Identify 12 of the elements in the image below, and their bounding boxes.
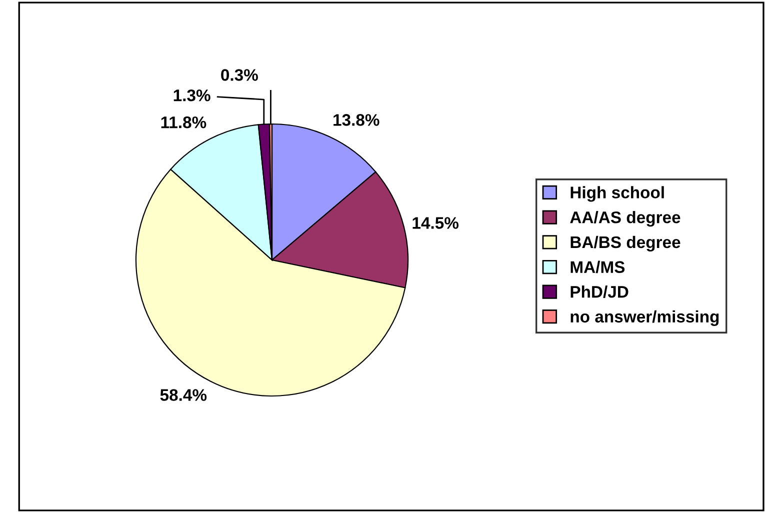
data-label: 11.8% — [161, 116, 206, 128]
legend-label: AA/AS degree — [570, 211, 680, 227]
data-label: 0.3% — [221, 69, 258, 81]
legend-label: no answer/missing — [570, 310, 719, 326]
data-label: 13.8% — [334, 114, 380, 126]
legend-label: MA/MS — [570, 260, 625, 274]
data-label: 58.4% — [160, 389, 207, 401]
legend-label: High school — [570, 186, 664, 202]
legend-label: BA/BS degree — [570, 236, 680, 252]
data-label: 1.3% — [174, 89, 210, 102]
legend-label: PhD/JD — [570, 286, 628, 298]
data-label: 14.5% — [412, 217, 459, 229]
